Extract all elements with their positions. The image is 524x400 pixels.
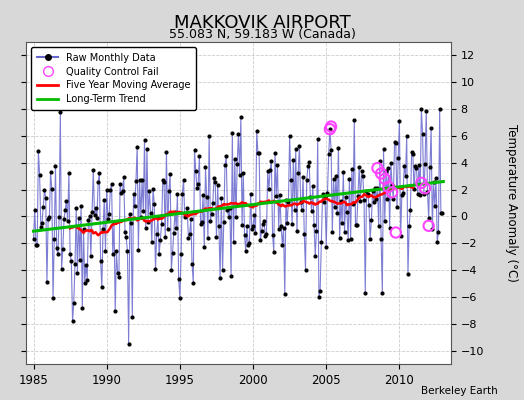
Point <box>327 123 335 130</box>
Text: MAKKOVIK AIRPORT: MAKKOVIK AIRPORT <box>173 14 351 32</box>
Point <box>391 229 400 236</box>
Point <box>421 185 429 192</box>
Point <box>388 189 396 196</box>
Point <box>326 126 334 132</box>
Text: Berkeley Earth: Berkeley Earth <box>421 386 498 396</box>
Point <box>377 170 385 177</box>
Text: 55.083 N, 59.183 W (Canada): 55.083 N, 59.183 W (Canada) <box>169 28 355 41</box>
Point <box>424 223 433 229</box>
Y-axis label: Temperature Anomaly (°C): Temperature Anomaly (°C) <box>505 124 518 282</box>
Point <box>417 180 425 186</box>
Point <box>380 176 389 182</box>
Point <box>384 184 392 190</box>
Legend: Raw Monthly Data, Quality Control Fail, Five Year Moving Average, Long-Term Tren: Raw Monthly Data, Quality Control Fail, … <box>31 47 196 110</box>
Point <box>373 165 381 171</box>
